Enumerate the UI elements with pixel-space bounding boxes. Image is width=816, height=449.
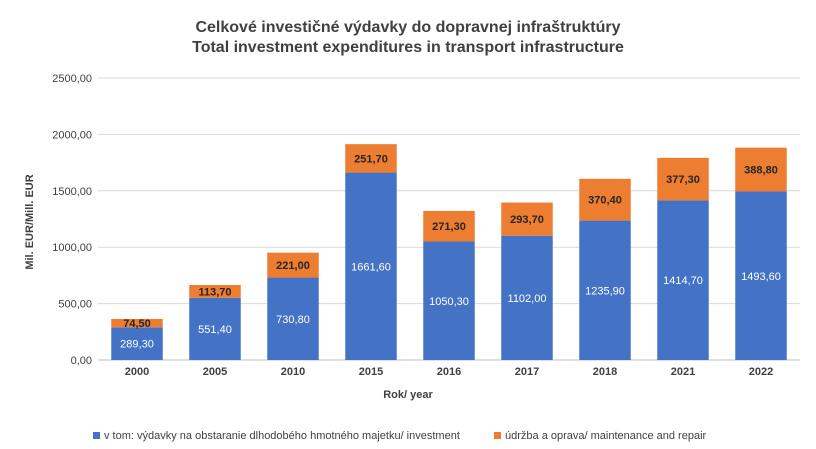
bar-maintenance-2000 [111, 318, 163, 328]
x-tick-labels: 2000 2005 2010 2015 2016 2017 2018 2021 2022 [125, 366, 773, 378]
x-tick-label-2016: 2016 [437, 366, 461, 378]
x-tick-label-2018: 2018 [593, 366, 617, 378]
bar-maintenance-2022 [735, 147, 787, 192]
y-axis-title: Mil. EUR/Mill. EUR [24, 174, 36, 269]
bar-maintenance-2005 [189, 284, 241, 298]
bar-investment-2016 [423, 241, 475, 360]
bar-maintenance-2021 [657, 157, 709, 201]
data-label-maintenance-2018: 370,40 [588, 195, 622, 207]
bar-investment-2021 [657, 200, 709, 360]
bar-investment-2000 [111, 327, 163, 360]
data-label-maintenance-2005: 113,70 [198, 286, 231, 298]
data-label-investment-2017: 1102,00 [508, 293, 547, 305]
bar-maintenance-2010 [267, 252, 319, 278]
data-label-investment-2005: 551,40 [198, 324, 232, 336]
y-tick-label: 500,00 [58, 299, 92, 311]
legend-swatch-maintenance [494, 432, 501, 439]
data-label-investment-2000: 289,30 [120, 339, 154, 351]
bar-maintenance-2017 [501, 202, 553, 236]
y-tick-label: 0,00 [71, 355, 92, 367]
legend-label-maintenance: údržba a oprava/ maintenance and repair [505, 430, 707, 442]
data-label-investment-2010: 730,80 [276, 314, 310, 326]
x-tick-label-2021: 2021 [671, 366, 695, 378]
data-label-maintenance-2021: 377,30 [666, 174, 700, 186]
data-label-investment-2021: 1414,70 [663, 275, 703, 287]
bar-investment-2018 [579, 220, 631, 360]
x-tick-label-2005: 2005 [203, 366, 227, 378]
x-tick-label-2000: 2000 [125, 366, 149, 378]
data-label-maintenance-2000: 74,50 [123, 318, 151, 330]
bar-investment-2005 [189, 297, 241, 360]
data-label-maintenance-2017: 293,70 [510, 214, 544, 226]
chart-subtitle: Total investment expenditures in transpo… [192, 39, 624, 56]
bar-investment-2017 [501, 235, 553, 360]
y-tick-label: 1000,00 [52, 242, 92, 254]
x-axis-title: Rok/ year [383, 389, 433, 401]
legend-label-investment: v tom: výdavky na obstaranie dlhodobého … [104, 430, 460, 442]
x-tick-label-2017: 2017 [515, 366, 539, 378]
legend: v tom: výdavky na obstaranie dlhodobého … [93, 430, 707, 442]
bar-investment-2015 [345, 172, 397, 360]
data-label-maintenance-2010: 221,00 [276, 260, 310, 272]
bar-investment-2022 [735, 191, 787, 360]
x-tick-label-2022: 2022 [749, 366, 773, 378]
chart-title: Celkové investičné výdavky do dopravnej … [195, 19, 620, 36]
x-tick-label-2010: 2010 [281, 366, 305, 378]
data-label-maintenance-2022: 388,80 [744, 165, 778, 177]
y-tick-label: 1500,00 [52, 186, 92, 198]
legend-swatch-investment [93, 432, 100, 439]
data-label-investment-2022: 1493,60 [741, 271, 781, 283]
bar-maintenance-2018 [579, 178, 631, 221]
y-tick-label: 2500,00 [52, 73, 92, 85]
bars: 289,30 74,50 551,40 113,70 730,80 221,00 1661,… [111, 144, 787, 360]
data-label-investment-2018: 1235,90 [585, 285, 625, 297]
data-label-maintenance-2016: 271,30 [432, 221, 466, 233]
data-label-maintenance-2015: 251,70 [354, 153, 388, 165]
x-tick-label-2015: 2015 [359, 366, 383, 378]
y-tick-labels: 0,00 500,00 1000,00 1500,00 2000,00 2500,00 [52, 73, 92, 367]
data-label-investment-2015: 1661,60 [351, 261, 391, 273]
y-tick-label: 2000,00 [52, 129, 92, 141]
bar-maintenance-2016 [423, 210, 475, 242]
data-label-investment-2016: 1050,30 [429, 296, 469, 308]
bar-investment-2010 [267, 277, 319, 360]
bar-maintenance-2015 [345, 144, 397, 173]
